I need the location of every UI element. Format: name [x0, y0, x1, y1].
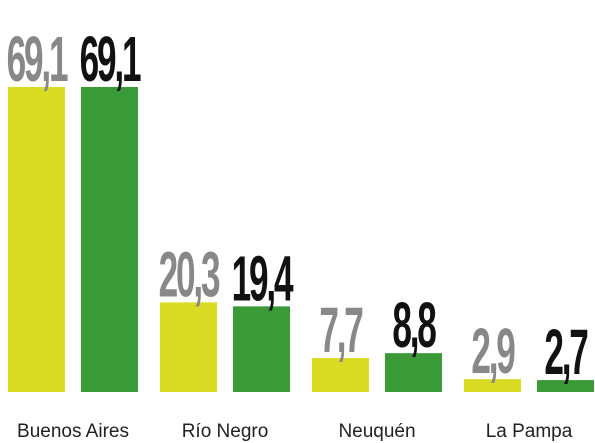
value-label: 2,7: [544, 316, 587, 388]
value-label: 7,7: [319, 294, 362, 366]
bar: [160, 302, 217, 392]
bar: [8, 86, 65, 393]
bar: [385, 353, 442, 392]
value-label: 19,4: [232, 242, 294, 314]
bar: [233, 306, 290, 392]
bar: [464, 379, 521, 392]
value-label: 69,1: [7, 23, 68, 95]
bar: [81, 86, 138, 393]
bar: [537, 380, 594, 392]
x-tick-label: Neuquén: [338, 421, 415, 442]
value-label: 2,9: [471, 315, 514, 387]
value-label: 8,8: [392, 289, 436, 361]
x-tick-label: Buenos Aires: [17, 421, 129, 442]
x-tick-label: La Pampa: [486, 421, 573, 442]
x-tick-label: Río Negro: [182, 421, 269, 442]
bar: [312, 358, 369, 392]
value-label: 69,1: [80, 23, 141, 95]
value-label: 20,3: [159, 238, 220, 310]
